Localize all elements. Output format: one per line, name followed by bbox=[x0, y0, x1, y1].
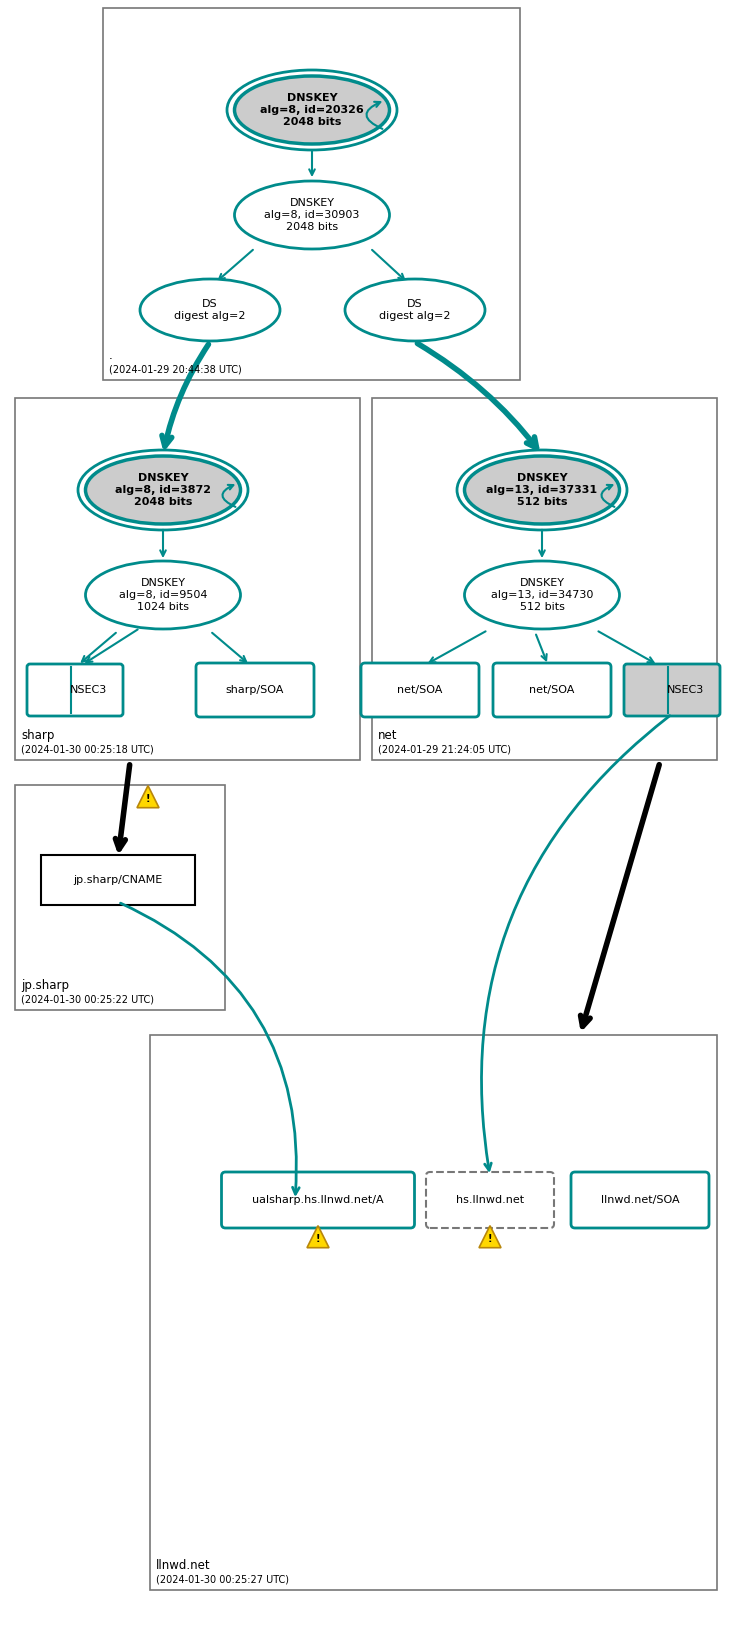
Text: hs.llnwd.net: hs.llnwd.net bbox=[456, 1194, 524, 1204]
FancyBboxPatch shape bbox=[196, 664, 314, 716]
Text: NSEC3: NSEC3 bbox=[70, 685, 107, 695]
Text: DNSKEY
alg=8, id=30903
2048 bits: DNSKEY alg=8, id=30903 2048 bits bbox=[264, 199, 359, 232]
Text: jp.sharp: jp.sharp bbox=[21, 979, 69, 992]
Polygon shape bbox=[479, 1226, 501, 1247]
Text: DNSKEY
alg=8, id=3872
2048 bits: DNSKEY alg=8, id=3872 2048 bits bbox=[115, 473, 211, 506]
Text: (2024-01-30 00:25:18 UTC): (2024-01-30 00:25:18 UTC) bbox=[21, 744, 154, 756]
Text: (2024-01-29 20:44:38 UTC): (2024-01-29 20:44:38 UTC) bbox=[109, 365, 242, 375]
Text: NSEC3: NSEC3 bbox=[667, 685, 704, 695]
Text: sharp/SOA: sharp/SOA bbox=[225, 685, 284, 695]
Text: DNSKEY
alg=8, id=9504
1024 bits: DNSKEY alg=8, id=9504 1024 bits bbox=[119, 578, 207, 611]
Ellipse shape bbox=[234, 181, 389, 250]
Text: DNSKEY
alg=8, id=20326
2048 bits: DNSKEY alg=8, id=20326 2048 bits bbox=[260, 94, 364, 127]
Polygon shape bbox=[137, 785, 159, 808]
Ellipse shape bbox=[465, 560, 619, 629]
Ellipse shape bbox=[140, 279, 280, 342]
Text: (2024-01-30 00:25:22 UTC): (2024-01-30 00:25:22 UTC) bbox=[21, 996, 154, 1006]
Text: net/SOA: net/SOA bbox=[529, 685, 575, 695]
Text: DNSKEY
alg=13, id=34730
512 bits: DNSKEY alg=13, id=34730 512 bits bbox=[491, 578, 593, 611]
Text: !: ! bbox=[146, 794, 150, 803]
Text: !: ! bbox=[315, 1234, 321, 1244]
Polygon shape bbox=[307, 1226, 329, 1247]
Text: .: . bbox=[109, 348, 113, 361]
Text: !: ! bbox=[488, 1234, 492, 1244]
FancyBboxPatch shape bbox=[222, 1171, 414, 1227]
Text: (2024-01-29 21:24:05 UTC): (2024-01-29 21:24:05 UTC) bbox=[378, 744, 511, 756]
Bar bbox=[150, 1035, 717, 1590]
Bar bbox=[372, 398, 717, 761]
Ellipse shape bbox=[465, 457, 619, 524]
Text: ualsharp.hs.llnwd.net/A: ualsharp.hs.llnwd.net/A bbox=[253, 1194, 384, 1204]
Bar bbox=[15, 785, 225, 1010]
Text: net/SOA: net/SOA bbox=[397, 685, 443, 695]
Ellipse shape bbox=[345, 279, 485, 342]
FancyBboxPatch shape bbox=[426, 1171, 554, 1227]
Text: DS
digest alg=2: DS digest alg=2 bbox=[379, 299, 451, 320]
Text: sharp: sharp bbox=[21, 729, 54, 743]
Ellipse shape bbox=[86, 560, 241, 629]
Text: llnwd.net: llnwd.net bbox=[156, 1559, 211, 1572]
Ellipse shape bbox=[86, 457, 241, 524]
Bar bbox=[103, 8, 520, 380]
Text: jp.sharp/CNAME: jp.sharp/CNAME bbox=[73, 876, 163, 886]
FancyBboxPatch shape bbox=[624, 664, 720, 716]
FancyBboxPatch shape bbox=[41, 854, 195, 905]
FancyBboxPatch shape bbox=[27, 664, 123, 716]
Text: llnwd.net/SOA: llnwd.net/SOA bbox=[601, 1194, 679, 1204]
Text: (2024-01-30 00:25:27 UTC): (2024-01-30 00:25:27 UTC) bbox=[156, 1576, 289, 1585]
Text: DNSKEY
alg=13, id=37331
512 bits: DNSKEY alg=13, id=37331 512 bits bbox=[487, 473, 597, 506]
FancyBboxPatch shape bbox=[493, 664, 611, 716]
Text: net: net bbox=[378, 729, 397, 743]
Bar bbox=[15, 398, 360, 761]
FancyBboxPatch shape bbox=[361, 664, 479, 716]
Ellipse shape bbox=[234, 76, 389, 145]
FancyBboxPatch shape bbox=[571, 1171, 709, 1227]
Text: DS
digest alg=2: DS digest alg=2 bbox=[174, 299, 246, 320]
